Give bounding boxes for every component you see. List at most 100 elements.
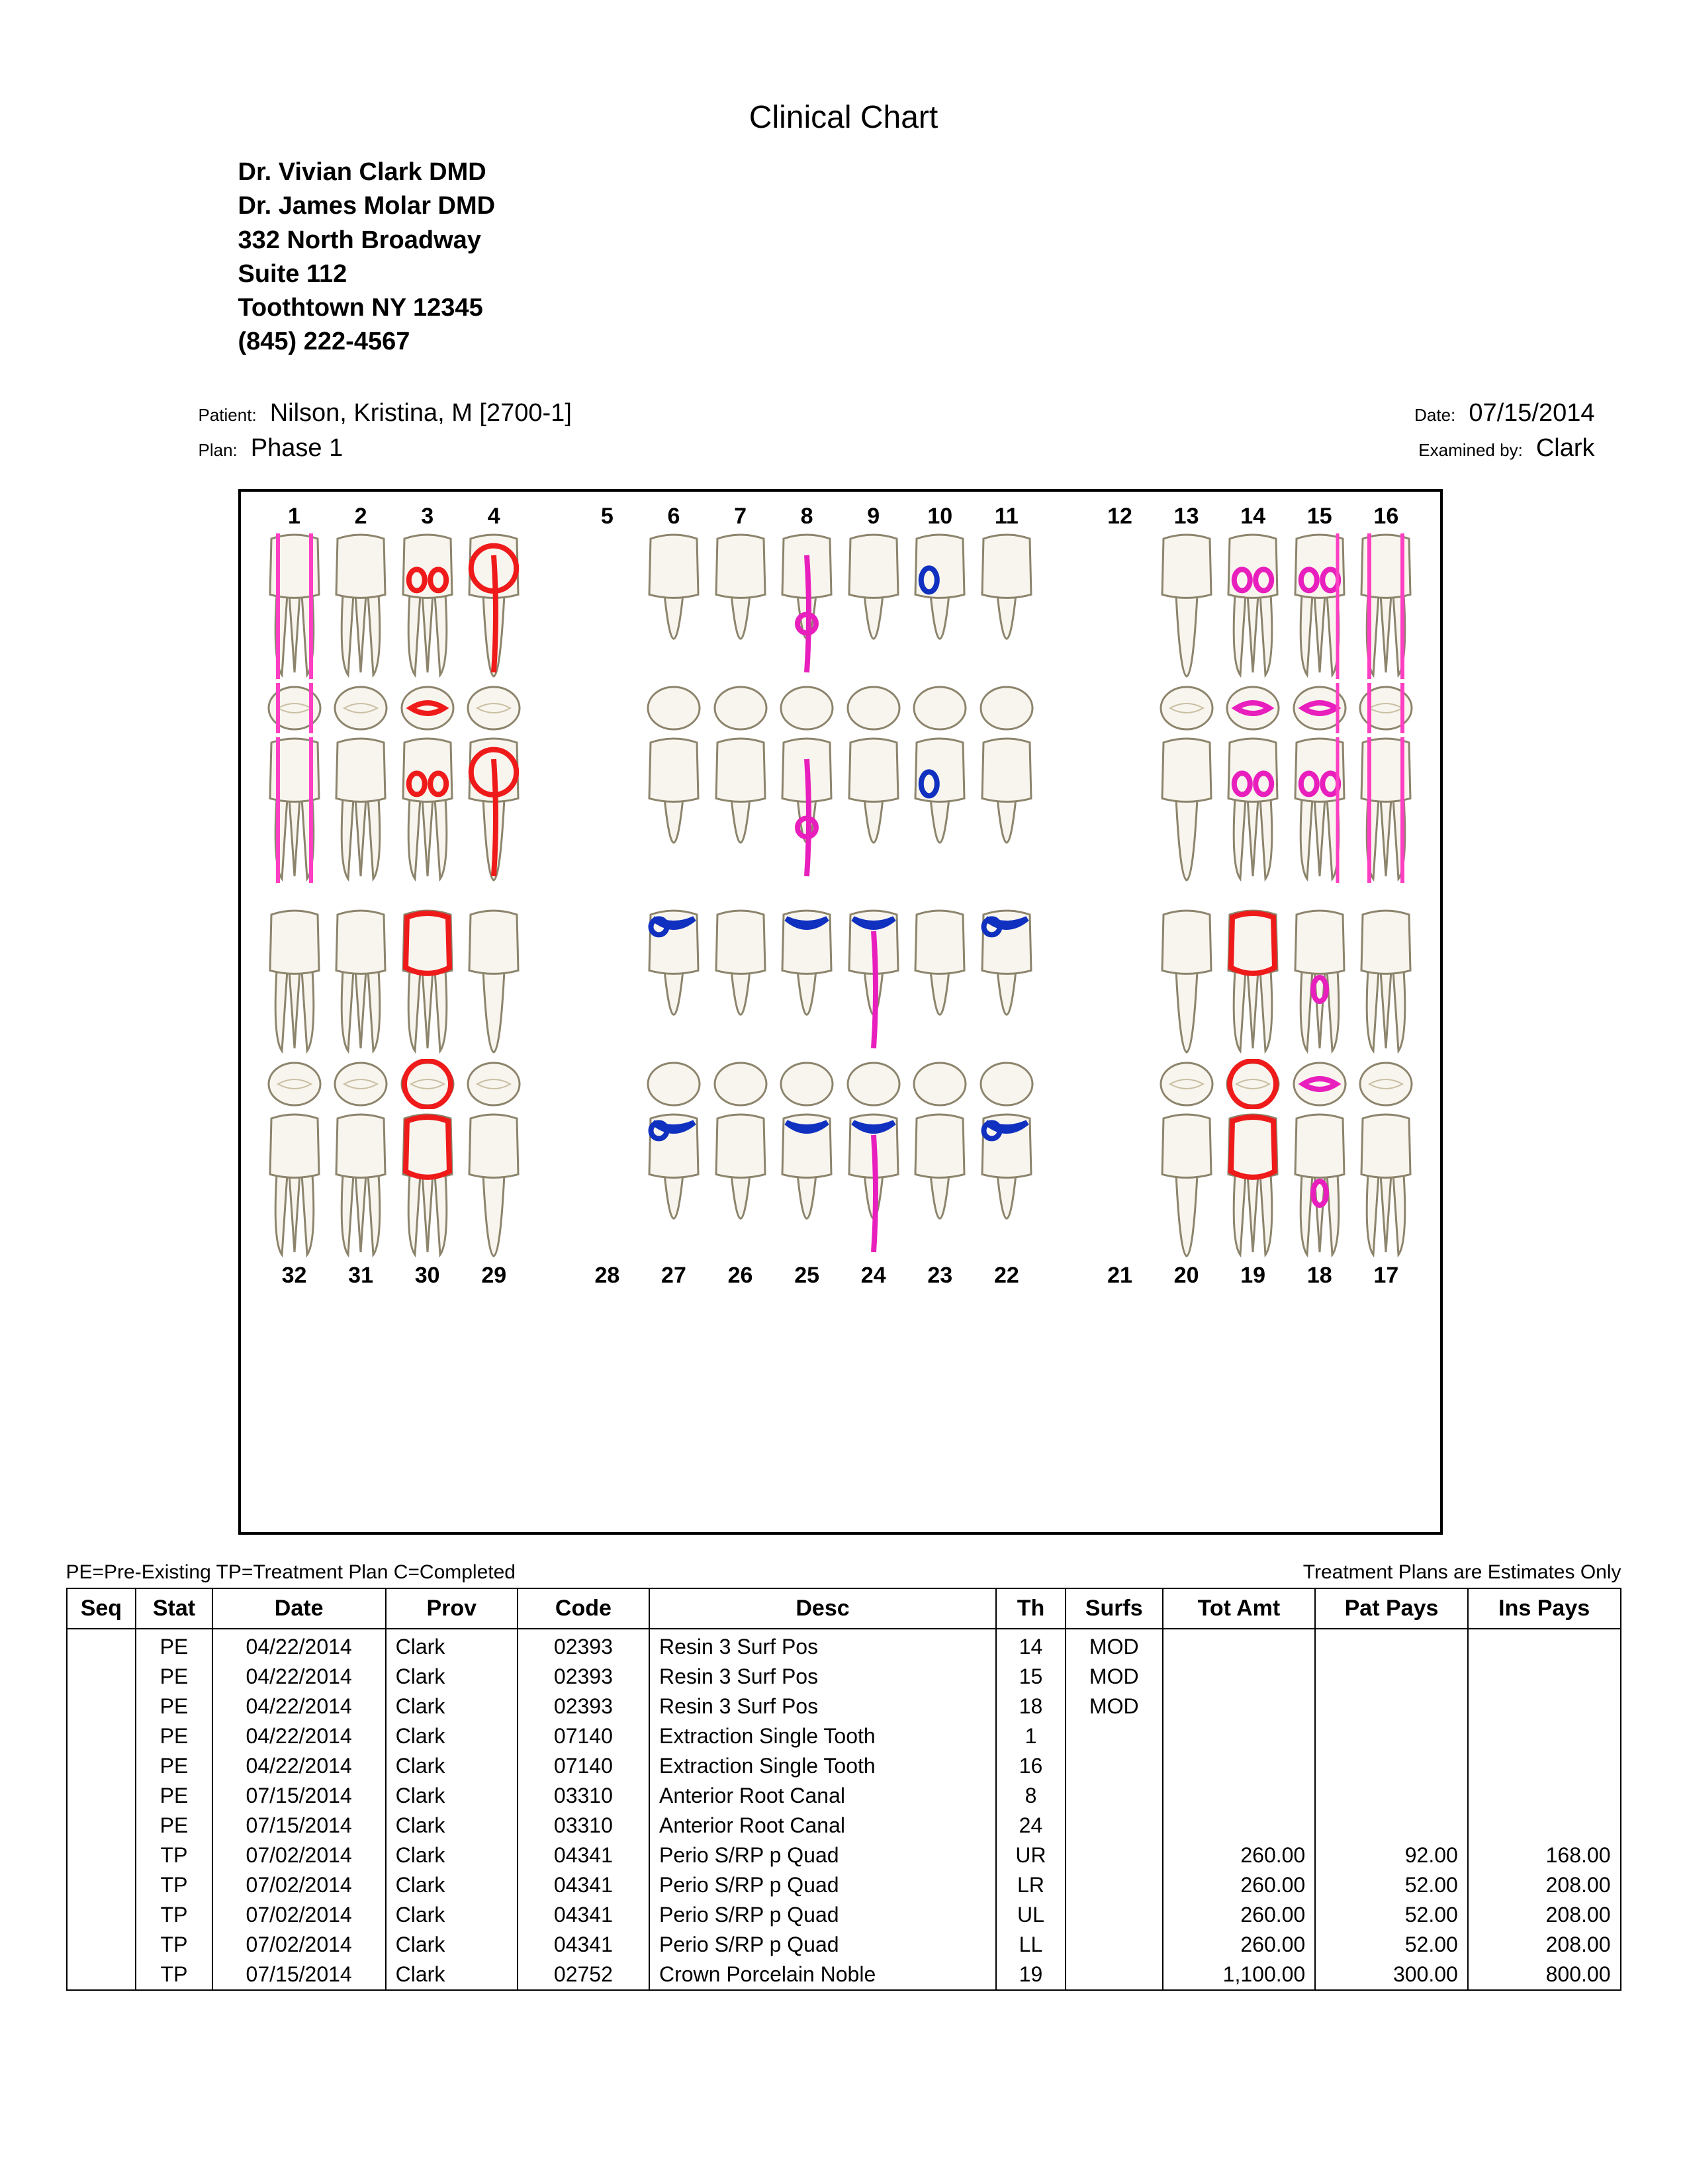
cell-date: 04/22/2014 [212,1662,386,1692]
cell-ins-pays [1468,1721,1621,1751]
tooth-number-26: 26 [711,1263,770,1289]
tooth-9-buccal [844,533,903,679]
cell-stat: PE [136,1721,212,1751]
cell-desc: Resin 3 Surf Pos [649,1692,996,1721]
cell-pat-pays [1315,1781,1468,1811]
tooth-number-29: 29 [464,1263,524,1289]
cell-code: 04341 [518,1900,649,1930]
table-row: TP07/02/2014Clark04341Perio S/RP p QuadL… [67,1870,1621,1900]
tooth-12-occlusal [1090,683,1150,733]
cell-code: 07140 [518,1721,649,1751]
cell-tot-amt [1163,1751,1316,1781]
tooth-26-lingual [711,909,770,1055]
tooth-4-buccal [464,533,524,679]
cell-prov: Clark [386,1870,518,1900]
plan-line: Plan: Phase 1 [199,434,343,463]
tooth-8-buccal [777,533,837,679]
cell-ins-pays: 208.00 [1468,1900,1621,1930]
cell-prov: Clark [386,1629,518,1662]
patient-name: Nilson, Kristina, M [2700-1] [270,399,572,427]
tooth-number-3: 3 [398,504,457,529]
tooth-1-occlusal [265,683,324,733]
cell-prov: Clark [386,1900,518,1930]
cell-seq [67,1751,136,1781]
tooth-26-occlusal [711,1059,770,1109]
cell-stat: PE [136,1781,212,1811]
cell-surfs [1066,1811,1163,1841]
tooth-15-lingual [1290,737,1349,883]
cell-date: 07/02/2014 [212,1930,386,1960]
tooth-20-lingual [1157,909,1216,1055]
patient-line: Patient: Nilson, Kristina, M [2700-1] [199,399,572,428]
examined-line: Examined by: Clark [1418,434,1594,463]
tooth-number-28: 28 [577,1263,637,1289]
cell-date: 07/02/2014 [212,1841,386,1870]
cell-th: LL [996,1930,1066,1960]
cell-pat-pays: 92.00 [1315,1841,1468,1870]
table-row: PE04/22/2014Clark02393Resin 3 Surf Pos15… [67,1662,1621,1692]
tooth-18-occlusal [1290,1059,1349,1109]
tooth-23-buccal [910,1113,970,1259]
cell-seq [67,1721,136,1751]
tooth-7-lingual [711,737,770,883]
tooth-4-occlusal [464,683,524,733]
legend-left: PE=Pre-Existing TP=Treatment Plan C=Comp… [66,1561,516,1584]
cell-surfs [1066,1900,1163,1930]
tooth-number-4: 4 [464,504,524,529]
street: 332 North Broadway [238,224,1621,257]
cell-th: 24 [996,1811,1066,1841]
tooth-29-lingual [464,909,524,1055]
tooth-31-lingual [331,909,390,1055]
cell-desc: Extraction Single Tooth [649,1721,996,1751]
cell-seq [67,1841,136,1870]
tooth-number-24: 24 [844,1263,903,1289]
cell-surfs [1066,1721,1163,1751]
tooth-32-lingual [265,909,324,1055]
tooth-number-10: 10 [910,504,970,529]
date-label: Date: [1414,405,1455,425]
cell-ins-pays [1468,1811,1621,1841]
tooth-number-27: 27 [644,1263,704,1289]
cell-ins-pays: 208.00 [1468,1930,1621,1960]
doctor2: Dr. James Molar DMD [238,189,1621,223]
cell-stat: TP [136,1841,212,1870]
cell-th: 8 [996,1781,1066,1811]
cell-surfs: MOD [1066,1629,1163,1662]
cell-code: 07140 [518,1751,649,1781]
cell-th: 1 [996,1721,1066,1751]
col-pat-pays: Pat Pays [1315,1588,1468,1629]
plan-label: Plan: [199,440,238,460]
phone: (845) 222-4567 [238,325,1621,359]
cell-tot-amt [1163,1662,1316,1692]
tooth-11-lingual [977,737,1036,883]
tooth-14-buccal [1223,533,1283,679]
table-row: PE04/22/2014Clark02393Resin 3 Surf Pos14… [67,1629,1621,1662]
tooth-number-30: 30 [398,1263,457,1289]
date-value: 07/15/2014 [1469,399,1594,427]
tooth-22-buccal [977,1113,1036,1259]
upper-buccal-row [259,533,1422,679]
tooth-21-buccal [1090,1113,1150,1259]
lower-tooth-numbers: 32313029282726252423222120191817 [259,1263,1422,1289]
tooth-7-occlusal [711,683,770,733]
cell-ins-pays: 168.00 [1468,1841,1621,1870]
cell-tot-amt [1163,1629,1316,1662]
tooth-12-buccal [1090,533,1150,679]
tooth-number-5: 5 [577,504,637,529]
tooth-6-occlusal [644,683,704,733]
tooth-21-lingual [1090,909,1150,1055]
cell-seq [67,1811,136,1841]
tooth-30-buccal [398,1113,457,1259]
doctor1: Dr. Vivian Clark DMD [238,156,1621,189]
cell-ins-pays [1468,1751,1621,1781]
tooth-number-8: 8 [777,504,837,529]
tooth-number-20: 20 [1157,1263,1216,1289]
cell-pat-pays [1315,1629,1468,1662]
cell-prov: Clark [386,1692,518,1721]
cell-pat-pays [1315,1662,1468,1692]
tooth-24-occlusal [844,1059,903,1109]
cell-prov: Clark [386,1721,518,1751]
cell-code: 04341 [518,1870,649,1900]
tooth-20-occlusal [1157,1059,1216,1109]
cell-prov: Clark [386,1751,518,1781]
